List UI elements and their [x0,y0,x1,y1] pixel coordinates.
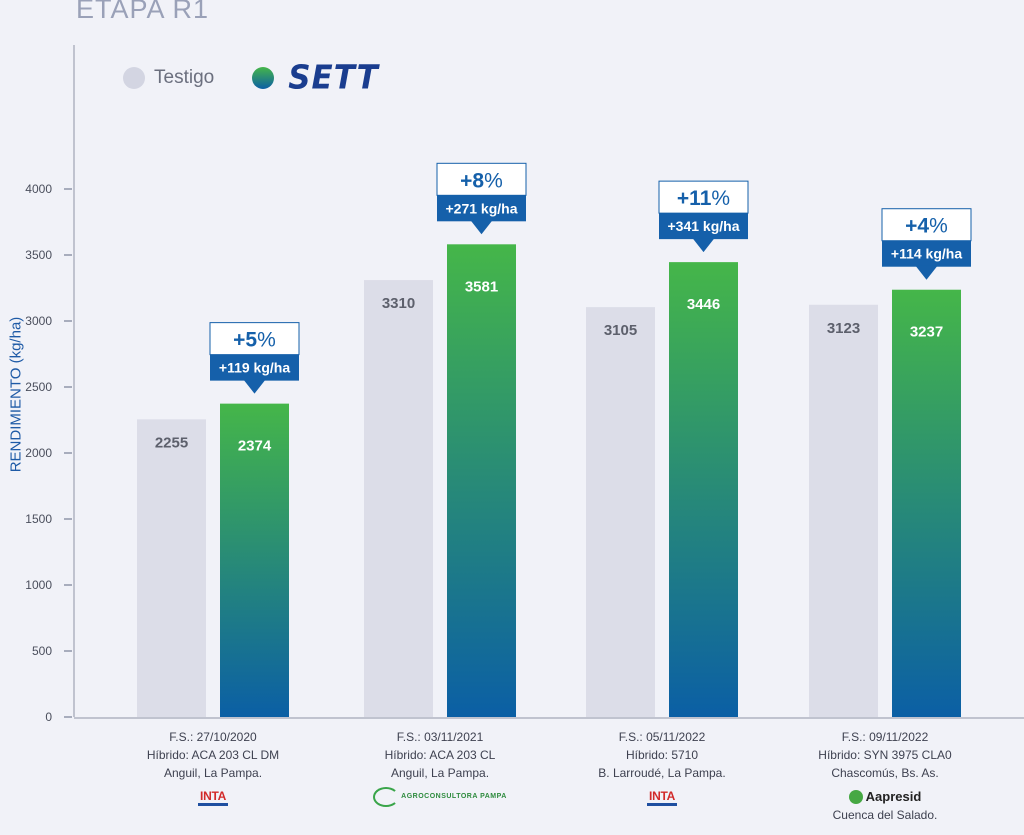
badge-pct-text: +4% [905,215,948,238]
badge-pct-text: +8% [460,169,503,192]
trial-info: F.S.: 03/11/2021 Híbrido: ACA 203 CL Angui… [330,728,550,808]
agroconsultora-wordmark: AGROCONSULTORA PAMPA [401,793,507,800]
increase-badge: +8% +271 kg/ha [436,162,527,235]
legend-swatch-sett [252,67,275,89]
aapresid-wordmark: Aapresid [865,789,922,804]
legend: Testigo SETT [123,59,379,97]
aapresid-logo: Aapresid [848,788,922,806]
badge-pct-box [881,208,972,242]
bar-sett [669,262,738,717]
badge-pct-number: +5 [233,329,257,352]
badge-kg-text: +119 kg/ha [219,360,290,376]
bar-sett [892,289,961,717]
trial-location: Chascomús, Bs. As. [831,766,939,780]
trial-hibrido: Híbrido: 5710 [625,748,699,762]
bar-sett [220,403,289,717]
bar-testigo [586,307,655,717]
y-tick-label: 0 [45,710,52,724]
data-label-sett: 3581 [465,278,498,295]
badge-kg-text: +341 kg/ha [668,218,740,234]
bar-testigo [809,304,878,717]
stage-title: ETAPA R1 [76,0,210,24]
badge-pointer [692,238,715,253]
trial-info: F.S.: 05/11/2022 Híbrido: 5710 B. Larroudé… [552,728,772,808]
increase-badge: +11% +341 kg/ha [658,180,749,253]
org-logo: Aapresid [775,786,995,808]
badge-pct-number: +11 [677,187,712,210]
y-tick-label: 2500 [25,380,52,394]
bar-testigo [364,280,433,717]
trial-fs: F.S.: 27/10/2020 [169,730,257,744]
badge-pct-number: +4 [905,215,929,238]
aapresid-leaf-icon [848,790,863,804]
agroconsultora-logo: AGROCONSULTORA PAMPA [373,787,507,807]
org-logo: AGROCONSULTORA PAMPA [330,786,550,808]
data-label-testigo: 3310 [382,295,415,312]
badge-pct-sign: % [711,187,730,210]
inta-logo: INTA [198,789,228,806]
badge-pointer [470,220,493,235]
legend-label-testigo: Testigo [154,67,215,88]
badge-kg-box [882,240,971,267]
increase-badge: +5% +119 kg/ha [209,322,300,394]
trial-fs: F.S.: 05/11/2022 [618,730,706,744]
y-tick-label: 3000 [25,314,52,328]
data-label-testigo: 3105 [604,322,637,339]
badge-kg-box [659,213,748,240]
inta-logo: INTA [647,789,677,806]
y-tick-label: 4000 [25,182,52,196]
trial-fs: F.S.: 03/11/2021 [396,730,484,744]
trial-org-subtitle: Cuenca del Salado. [832,808,938,822]
y-tick-label: 500 [32,644,52,658]
badge-pointer [243,379,266,394]
y-tick-label: 1000 [25,578,52,592]
trial-fs: F.S.: 09/11/2022 [841,730,929,744]
badge-pct-sign: % [929,215,948,238]
trial-location: B. Larroudé, La Pampa. [598,766,726,780]
agroconsultora-ring-icon [373,787,400,807]
badge-kg-box [210,354,299,381]
badge-kg-text: +114 kg/ha [891,246,962,262]
trial-location: Anguil, La Pampa. [163,766,263,780]
badge-pct-number: +8 [460,169,484,192]
trial-location: Anguil, La Pampa. [390,766,490,780]
trial-info: F.S.: 09/11/2022 Híbrido: SYN 3975 CLA0 Ch… [775,728,995,824]
badge-kg-text: +271 kg/ha [446,200,518,216]
data-label-testigo: 2255 [155,434,188,451]
trial-hibrido: Híbrido: SYN 3975 CLA0 [818,748,952,762]
trial-info: F.S.: 27/10/2020 Híbrido: ACA 203 CL DM An… [103,728,323,808]
badge-pct-sign: % [484,169,503,192]
legend-swatch-testigo [123,67,145,89]
org-logo: INTA [552,786,772,808]
bar-sett [447,244,516,718]
y-tick-label: 1500 [25,512,52,526]
badge-pct-text: +11% [677,187,730,210]
badge-pct-box [209,322,300,356]
trial-hibrido: Híbrido: ACA 203 CL DM [146,748,280,762]
badge-pct-text: +5% [233,329,276,352]
trial-hibrido: Híbrido: ACA 203 CL [384,748,496,762]
org-logo: INTA [103,786,323,808]
badge-pct-box [658,180,749,214]
data-label-testigo: 3123 [827,320,860,337]
sett-logo: SETT [288,59,379,97]
y-tick-label: 3500 [25,248,52,262]
badge-pct-sign: % [257,329,276,352]
data-label-sett: 3237 [910,324,943,341]
data-label-sett: 2374 [238,438,272,455]
data-label-sett: 3446 [687,296,720,313]
increase-badge: +4% +114 kg/ha [881,208,972,280]
badge-kg-box [437,195,526,222]
bar-testigo [137,419,206,717]
badge-pointer [915,265,938,280]
y-tick-label: 2000 [25,446,52,460]
